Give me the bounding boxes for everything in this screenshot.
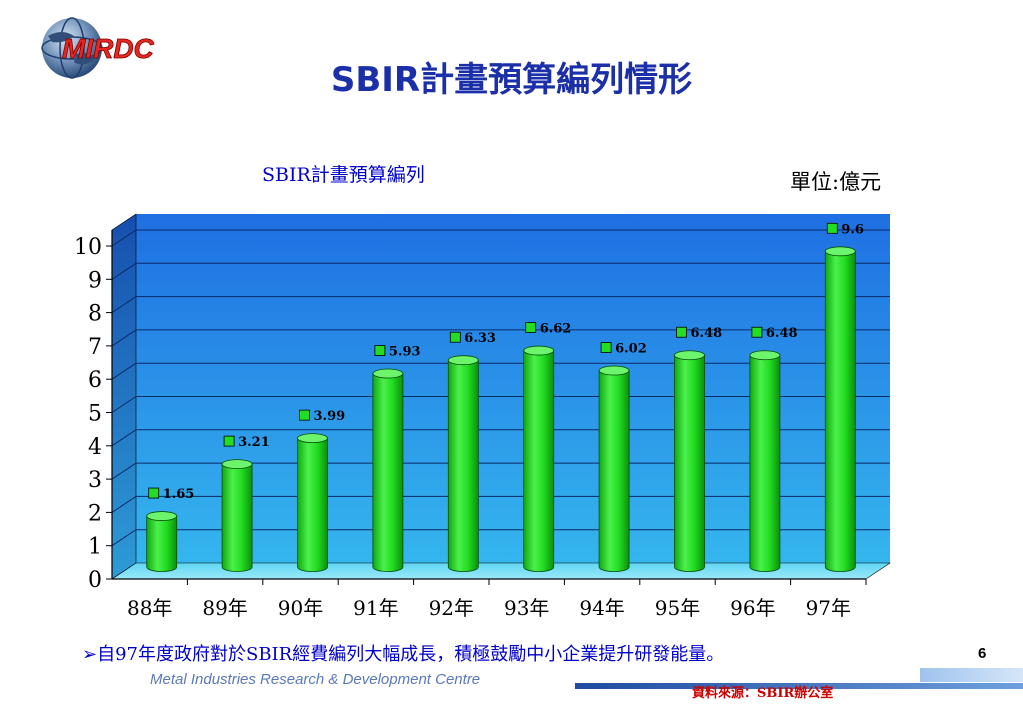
value-marker [525, 322, 537, 333]
gridline-side [111, 229, 137, 247]
bar-91年: 5.93 [372, 345, 421, 572]
bar-top [221, 459, 253, 470]
value-label: 6.33 [464, 331, 496, 346]
y-tick-label: 8 [88, 302, 102, 327]
bar-97年: 9.6 [824, 222, 864, 572]
value-label: 3.99 [314, 409, 346, 424]
x-tick-label: 96年 [730, 596, 775, 620]
bar-92年: 6.33 [447, 331, 496, 572]
chart-title: SBIR計畫預算編列 [262, 164, 425, 186]
bar-top [523, 345, 555, 356]
x-tick-label: 94年 [579, 596, 624, 620]
y-tick-label: 3 [88, 468, 102, 493]
bar-body [146, 515, 178, 572]
y-tick-label: 9 [88, 268, 102, 293]
x-tick-label: 92年 [429, 596, 474, 620]
gridline-side [111, 396, 137, 413]
value-label: 6.02 [615, 342, 647, 357]
value-label: 5.93 [389, 345, 421, 360]
x-tick-label: 93年 [504, 596, 549, 620]
bar-top [372, 368, 404, 379]
gridline-side [111, 429, 137, 447]
bar-94年: 6.02 [598, 342, 647, 572]
gridline-side [111, 529, 137, 547]
x-tick-label: 95年 [655, 596, 700, 620]
bar-88年: 1.65 [146, 487, 195, 572]
y-tick-label: 1 [88, 535, 102, 560]
bar-top [598, 365, 630, 376]
x-tick-label: 90年 [278, 596, 323, 620]
value-label: 6.48 [691, 326, 723, 341]
y-tick-label: 0 [88, 568, 102, 593]
bar-body [824, 250, 856, 572]
value-label: 1.65 [163, 487, 195, 502]
mirdc-logo: MIRDC [41, 17, 155, 79]
summary-note: ➢自97年度政府對於SBIR經費編列大幅成長，積極鼓勵中小企業提升研發能量。 [82, 644, 725, 665]
value-marker [826, 222, 838, 234]
y-tick-label: 6 [88, 368, 102, 393]
value-label: 6.48 [766, 326, 798, 341]
bar-body [447, 359, 479, 572]
bar-body [372, 373, 404, 572]
value-marker [148, 487, 160, 499]
bar-top [749, 350, 781, 361]
gridline-side [111, 296, 137, 314]
bar-top [824, 246, 856, 257]
value-label: 9.6 [841, 222, 864, 237]
data-source: 資料來源：SBIR辦公室 [692, 686, 834, 701]
bar-body [749, 354, 781, 572]
y-tick-label: 7 [88, 335, 102, 360]
value-label: 3.21 [238, 435, 270, 450]
y-tick-label: 2 [88, 501, 102, 526]
unit-label: 單位:億元 [790, 170, 882, 194]
footer-bar-light [920, 668, 1023, 682]
value-marker [449, 331, 461, 343]
bar-body [523, 350, 555, 572]
y-tick-label: 10 [74, 235, 102, 260]
value-marker [299, 409, 310, 421]
bar-top [297, 433, 328, 444]
bar-body [297, 437, 328, 572]
x-tick-label: 89年 [202, 596, 247, 620]
gridline-side [111, 262, 137, 280]
value-marker [223, 435, 235, 447]
bar-body [221, 463, 253, 572]
side-wall [111, 213, 137, 580]
bar-body [674, 354, 705, 572]
value-marker [374, 345, 386, 356]
bar-95年: 6.48 [674, 326, 723, 572]
x-tick-label: 88年 [127, 596, 172, 620]
y-tick-label: 5 [88, 402, 102, 427]
footer-organization: Metal Industries Research & Development … [150, 671, 481, 688]
x-tick-label: 91年 [353, 596, 398, 620]
bar-chart: 0 1 2 3 4 5 6 7 8 9 10 1.65 3.21 3.99 5.93 6.33 6.62 6.0… [74, 213, 891, 620]
bar-96年: 6.48 [749, 326, 798, 572]
bar-top [146, 511, 178, 521]
bar-top [447, 355, 479, 366]
bar-body [598, 370, 630, 572]
bar-89年: 3.21 [221, 435, 270, 572]
value-marker [600, 342, 612, 353]
gridline-side [111, 495, 137, 513]
bar-93年: 6.62 [523, 322, 572, 572]
gridline-side [111, 362, 137, 380]
x-tick-label: 97年 [806, 596, 851, 620]
footer-bar-dark [575, 683, 1023, 689]
page-number: 6 [978, 645, 987, 662]
slide-title: SBIR計畫預算編列情形 [330, 60, 693, 100]
value-label: 6.62 [540, 322, 572, 337]
gridline-side [111, 329, 137, 347]
bar-top [674, 350, 705, 361]
gridline-side [111, 462, 137, 480]
value-marker [676, 326, 687, 338]
logo-text: MIRDC [62, 33, 155, 64]
y-tick-label: 4 [88, 435, 102, 460]
value-marker [751, 326, 763, 338]
bar-90年: 3.99 [297, 409, 346, 572]
